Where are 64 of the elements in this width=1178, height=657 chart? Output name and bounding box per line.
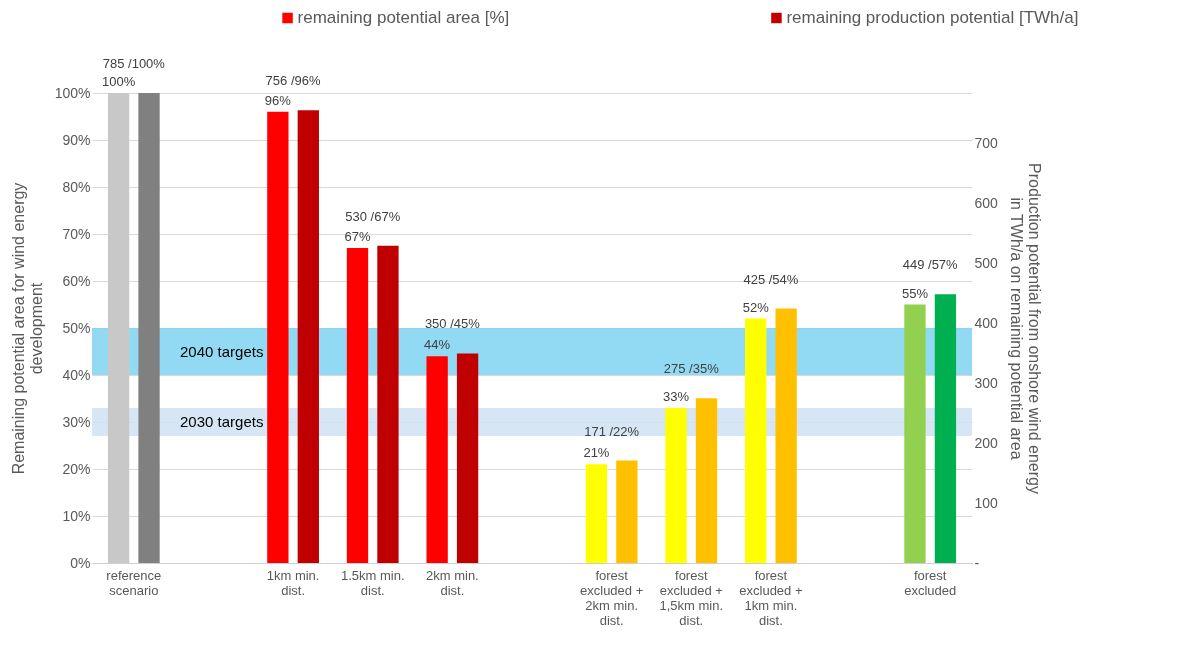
y2-tick-label: 600: [974, 195, 999, 212]
y2-tick-label: 400: [974, 315, 999, 332]
y-tick-label: 80%: [62, 178, 91, 195]
bar: [775, 308, 797, 563]
x-tick-label: forest excluded + 1km min. dist.: [739, 567, 803, 628]
y-tick-label: 30%: [62, 413, 91, 430]
bar: [665, 407, 687, 563]
y-axis-title: Remaining potential area for wind energy development: [9, 182, 45, 475]
band-label: 2030 targets: [180, 413, 264, 430]
legend-label: remaining potential area [%]: [297, 8, 510, 27]
bar: [138, 93, 160, 563]
y2-tick-label: -: [974, 554, 980, 571]
y-tick-label: 90%: [62, 131, 91, 148]
data-label: 449 /57%: [902, 257, 959, 273]
bar: [267, 111, 289, 563]
data-label: 756 /96%: [265, 73, 321, 89]
data-label: 44%: [424, 337, 451, 353]
x-tick-label: reference scenario: [106, 567, 162, 598]
legend-label: remaining production potential [TWh/a]: [786, 8, 1079, 27]
y-tick-label: 70%: [62, 225, 91, 242]
bar: [745, 318, 767, 563]
bar: [377, 245, 399, 563]
data-label: 55%: [901, 285, 929, 301]
y-tick-label: 50%: [62, 319, 91, 336]
bar: [616, 460, 638, 563]
data-label: 67%: [344, 229, 371, 245]
data-label: 96%: [264, 92, 292, 108]
bar: [426, 356, 448, 563]
x-tick-label: forest excluded + 1,5km min. dist.: [659, 567, 724, 628]
data-label: 530 /67%: [345, 208, 401, 224]
x-tick-label: 1km min. dist.: [266, 567, 320, 598]
y2-tick-label: 700: [974, 135, 999, 152]
data-label: 350 /45%: [424, 316, 481, 332]
bar: [346, 248, 369, 563]
data-label: 171 /22%: [584, 423, 640, 439]
y2-tick-label: 100: [974, 494, 999, 511]
y-tick-label: 60%: [62, 272, 91, 289]
y2-tick-label: 300: [974, 374, 999, 391]
y-tick-label: 20%: [62, 460, 91, 477]
y-tick-label: 10%: [62, 507, 91, 524]
bar: [904, 304, 926, 563]
bar: [456, 353, 479, 563]
y-tick-label: 100%: [54, 84, 91, 101]
x-tick-label: forest excluded + 2km min. dist.: [580, 567, 644, 628]
y-tick-label: 40%: [62, 366, 91, 383]
data-label: 425 /54%: [743, 271, 799, 287]
y2-axis-title: Production potential from onshore wind energy in TWh/a on remaining potential area: [1007, 163, 1043, 494]
y-tick-label: 0%: [70, 554, 91, 571]
data-label: 275 /35%: [663, 361, 720, 377]
bar: [297, 110, 319, 563]
x-tick-label: 2km min. dist.: [425, 567, 479, 598]
data-label: 33%: [663, 388, 690, 404]
x-tick-label: 1.5km min. dist.: [340, 567, 405, 598]
data-label: 21%: [583, 445, 610, 461]
band-label: 2040 targets: [180, 342, 264, 360]
data-label: 100%: [101, 74, 136, 89]
bar: [695, 398, 718, 563]
y2-tick-label: 200: [974, 434, 999, 451]
y2-tick-label: 500: [974, 255, 999, 272]
x-tick-label: forest excluded: [904, 567, 957, 598]
data-label: 52%: [742, 299, 770, 315]
data-label: 785 /100%: [102, 56, 166, 71]
bar: [934, 294, 957, 563]
bar: [585, 464, 608, 563]
